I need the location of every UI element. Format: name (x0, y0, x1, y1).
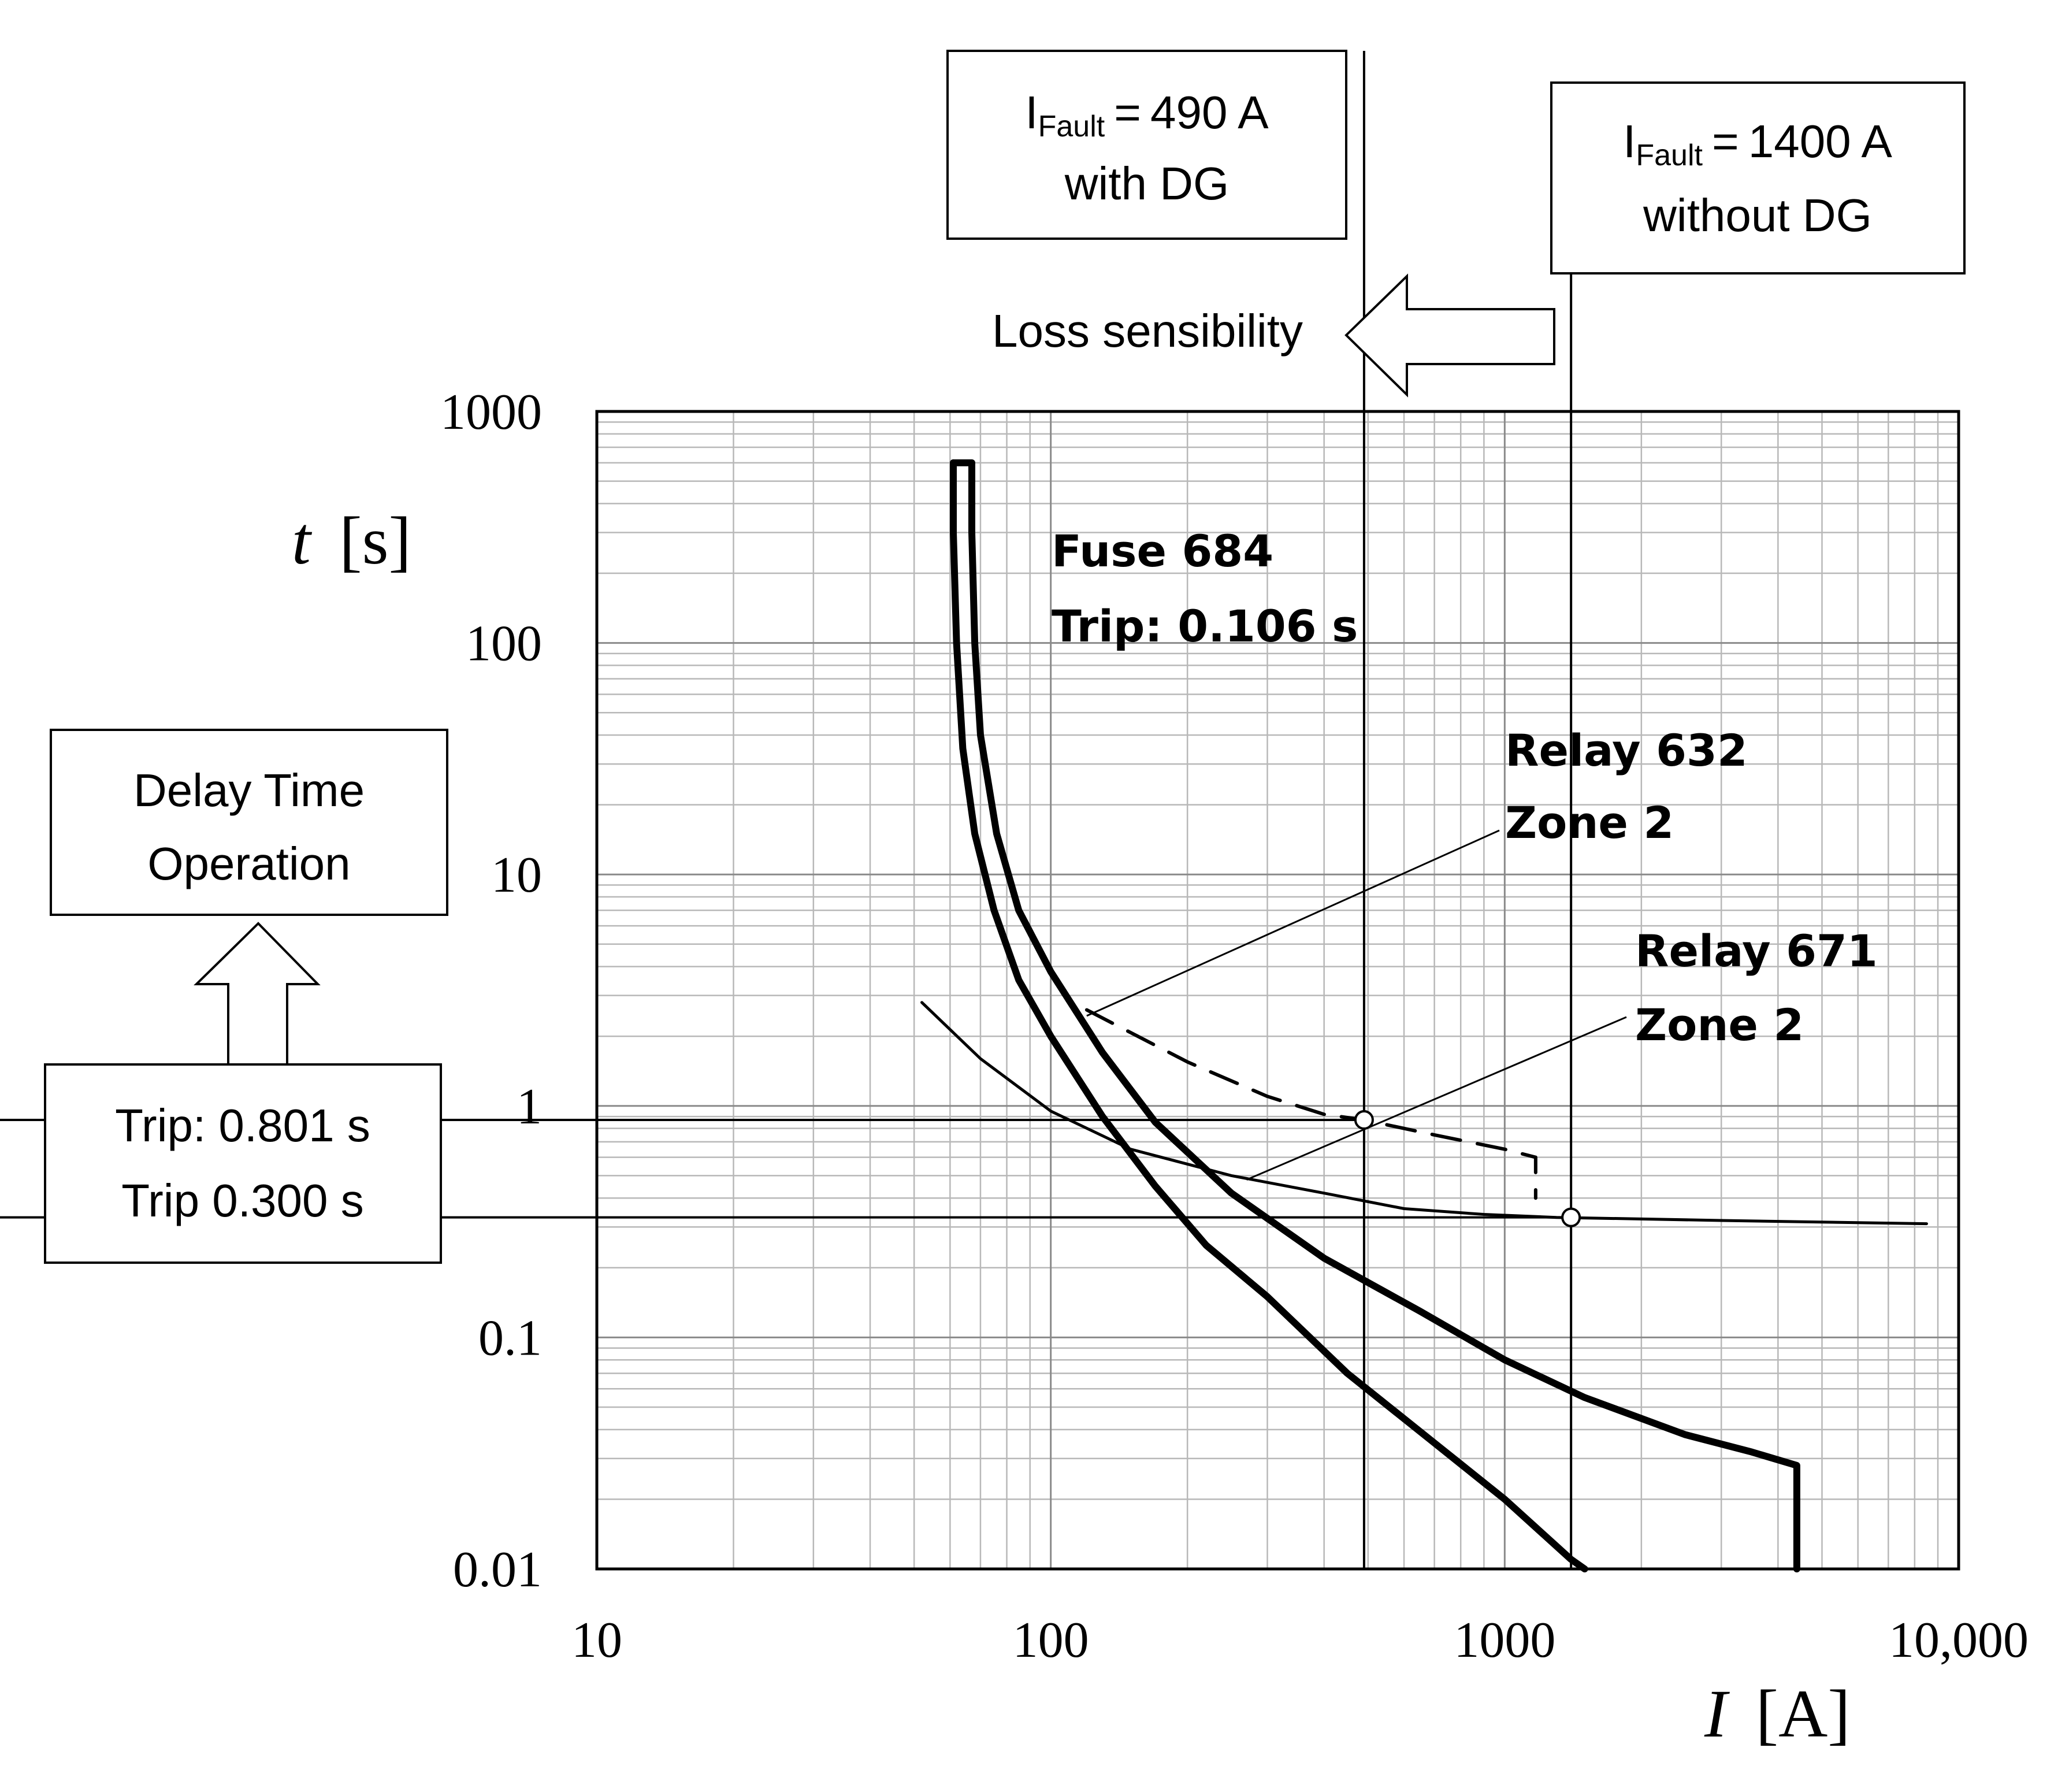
y-tick-label: 0.1 (478, 1310, 542, 1366)
fault-value: 490 A (1150, 87, 1269, 138)
y-tick-label: 0.01 (453, 1542, 542, 1598)
delay-time-line2: Operation (147, 838, 350, 889)
fault-without-dg-line2: without DG (1643, 190, 1872, 241)
y-tick-label: 1 (517, 1079, 542, 1135)
fault-box-with-dg (946, 50, 1347, 240)
fault-with-dg-line2: with DG (1064, 158, 1229, 209)
y-tick-label: 1000 (440, 384, 542, 440)
x-axis-label: I [A] (1704, 1676, 1851, 1752)
leader-lines (1086, 829, 1627, 1181)
y-axis-label: t [s] (292, 503, 411, 578)
trip-box (44, 1063, 442, 1264)
y-axis-unit: [s] (339, 503, 411, 578)
fuse-min-curve (950, 459, 1588, 1572)
minor-gridlines (597, 411, 1959, 1569)
relay671-label-line2: Zone 2 (1635, 999, 1804, 1051)
x-tick-label: 100 (1013, 1612, 1089, 1668)
y-tick-label: 10 (491, 847, 542, 903)
fault-equals: = (1114, 87, 1141, 138)
vertical-reference-lines (1362, 51, 1573, 1569)
fault-symbol: I (1025, 87, 1038, 138)
loss-sensibility-label: Loss sensibility (992, 305, 1303, 357)
x-tick-label: 1000 (1454, 1612, 1555, 1668)
intersection-marker (1561, 1207, 1581, 1227)
fuse-label-line2: Trip: 0.106 s (1052, 600, 1358, 652)
trip-line1: Trip: 0.801 s (115, 1100, 370, 1151)
relay-671-curve (920, 1001, 1928, 1226)
x-tick-label: 10,000 (1889, 1612, 2029, 1668)
fault-subscript: Fault (1038, 110, 1105, 143)
fuse-label-line1: Fuse 684 (1052, 525, 1273, 577)
plot-frame (595, 410, 1960, 1571)
curves (920, 459, 1928, 1572)
fault-box-without-dg (1550, 81, 1966, 274)
fault-equals: = (1712, 116, 1739, 167)
delay-time-box (50, 729, 448, 916)
x-axis-symbol: I (1704, 1676, 1730, 1752)
trip-line2: Trip 0.300 s (121, 1175, 363, 1226)
fault-subscript: Fault (1636, 139, 1703, 172)
y-tick-labels: 0.01 0.1 1 10 100 1000 (440, 384, 542, 1598)
relay632-label-line2: Zone 2 (1505, 797, 1674, 848)
loss-sensibility-arrow (1344, 273, 1555, 398)
relay632-label-line1: Relay 632 (1505, 725, 1748, 776)
relay632-leader (1086, 829, 1500, 1017)
y-tick-label: 100 (466, 616, 542, 672)
y-axis-symbol: t (292, 503, 313, 578)
x-axis-unit: [A] (1756, 1676, 1851, 1752)
x-tick-label: 10 (571, 1612, 622, 1668)
fault-value: 1400 A (1748, 116, 1893, 167)
markers (1354, 1110, 1581, 1227)
relay671-label-line1: Relay 671 (1635, 925, 1878, 977)
relay671-leader (1246, 1016, 1627, 1181)
delay-time-line1: Delay Time (133, 765, 365, 816)
fuse-max-curve (950, 459, 1800, 1572)
fault-without-dg-line1: IFault = 1400 A (1623, 116, 1892, 172)
x-tick-labels: 10 100 1000 10,000 (571, 1612, 2029, 1668)
fault-symbol: I (1623, 116, 1636, 167)
fault-with-dg-line1: IFault = 490 A (1025, 87, 1269, 143)
